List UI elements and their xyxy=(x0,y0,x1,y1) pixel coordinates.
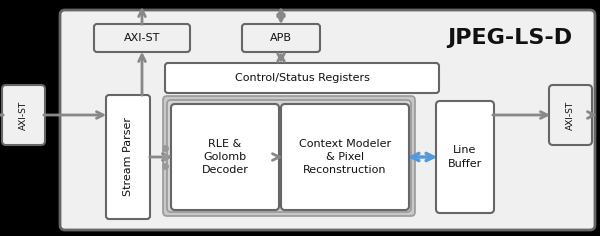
FancyBboxPatch shape xyxy=(549,85,592,145)
Text: RLE &
Golomb
Decoder: RLE & Golomb Decoder xyxy=(202,139,248,175)
Text: AXI-ST: AXI-ST xyxy=(19,100,28,130)
Text: JPEG-LS-D: JPEG-LS-D xyxy=(448,28,572,48)
FancyBboxPatch shape xyxy=(94,24,190,52)
FancyBboxPatch shape xyxy=(165,63,439,93)
FancyBboxPatch shape xyxy=(60,10,595,230)
Text: AXI-ST: AXI-ST xyxy=(124,33,160,43)
FancyBboxPatch shape xyxy=(281,104,409,210)
FancyBboxPatch shape xyxy=(167,100,411,212)
Text: Stream Parser: Stream Parser xyxy=(123,118,133,197)
FancyBboxPatch shape xyxy=(2,85,45,145)
Text: Control/Status Registers: Control/Status Registers xyxy=(235,73,370,83)
Text: Line
Buffer: Line Buffer xyxy=(448,145,482,169)
Text: Context Modeler
& Pixel
Reconstruction: Context Modeler & Pixel Reconstruction xyxy=(299,139,391,175)
FancyBboxPatch shape xyxy=(242,24,320,52)
Text: APB: APB xyxy=(270,33,292,43)
FancyBboxPatch shape xyxy=(171,104,279,210)
FancyBboxPatch shape xyxy=(436,101,494,213)
FancyBboxPatch shape xyxy=(163,96,415,216)
Text: AXI-ST: AXI-ST xyxy=(566,100,575,130)
FancyBboxPatch shape xyxy=(106,95,150,219)
